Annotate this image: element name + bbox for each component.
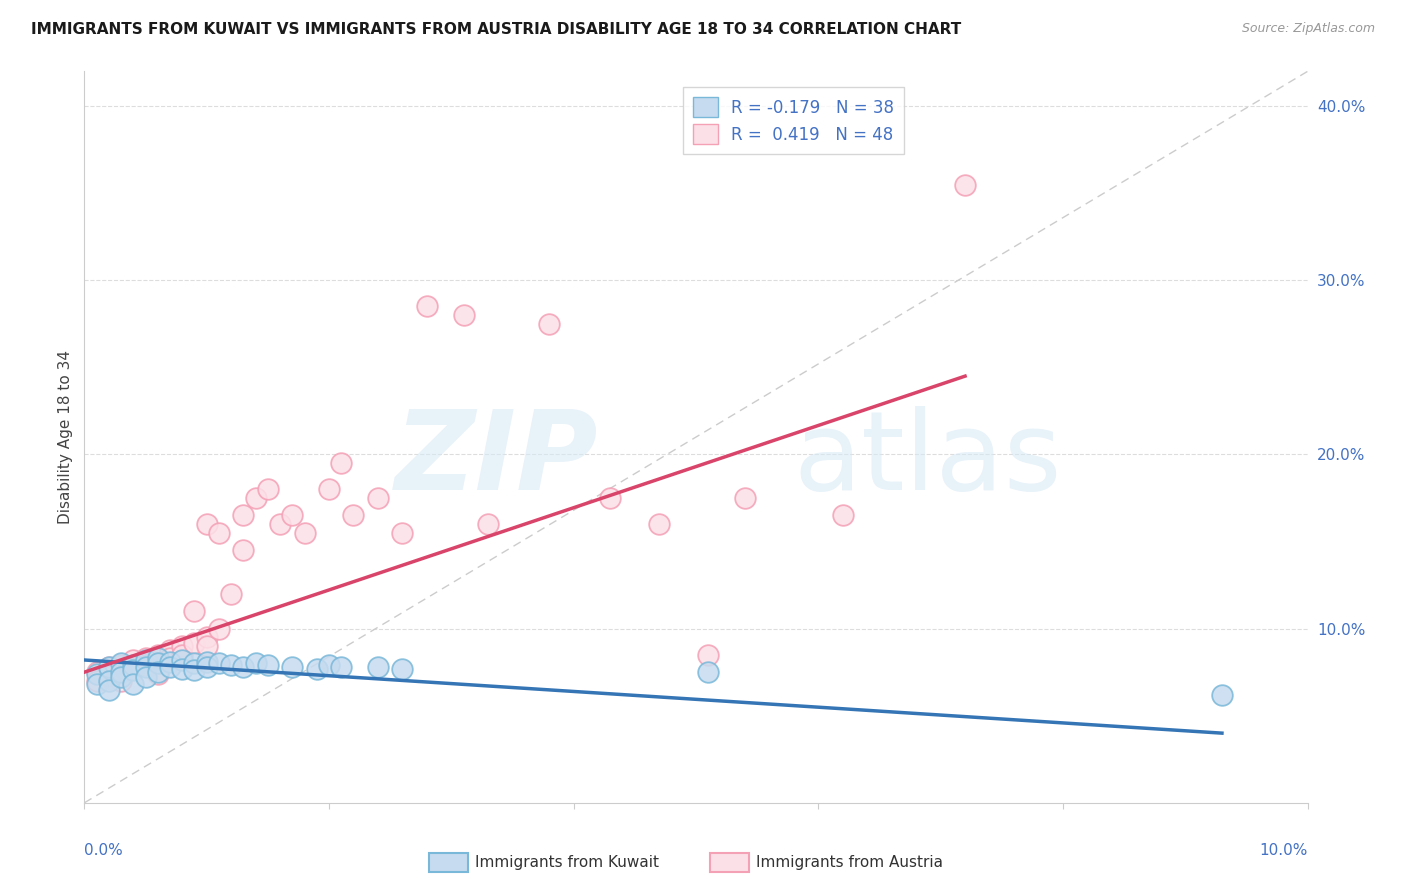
Point xyxy=(146,667,169,681)
Point xyxy=(219,587,242,601)
Point xyxy=(195,655,218,669)
Point xyxy=(146,648,169,662)
Point xyxy=(477,517,499,532)
Point xyxy=(318,658,340,673)
Point xyxy=(110,664,132,678)
Point xyxy=(330,660,353,674)
Point xyxy=(97,682,120,697)
Point xyxy=(86,677,108,691)
Point xyxy=(294,525,316,540)
Point xyxy=(122,677,145,691)
Point xyxy=(195,660,218,674)
Point xyxy=(953,178,976,192)
Point xyxy=(159,655,181,669)
Point xyxy=(245,491,267,505)
Point xyxy=(1211,688,1233,702)
Text: Immigrants from Austria: Immigrants from Austria xyxy=(756,855,943,870)
Point xyxy=(257,658,280,673)
Point xyxy=(416,300,439,314)
Point xyxy=(146,651,169,665)
Point xyxy=(208,657,231,671)
Point xyxy=(135,651,157,665)
Point xyxy=(367,491,389,505)
Point xyxy=(159,651,181,665)
Point xyxy=(342,508,364,523)
Point xyxy=(122,662,145,676)
Point xyxy=(734,491,756,505)
Point xyxy=(110,657,132,671)
Point xyxy=(453,308,475,322)
Point xyxy=(305,662,328,676)
Point xyxy=(86,673,108,688)
Point xyxy=(232,660,254,674)
Point xyxy=(245,657,267,671)
Point xyxy=(538,317,561,331)
Point xyxy=(172,662,194,676)
Point xyxy=(391,525,413,540)
Point xyxy=(159,642,181,657)
Point xyxy=(208,622,231,636)
Point xyxy=(697,665,720,680)
Point xyxy=(232,508,254,523)
Text: 10.0%: 10.0% xyxy=(1260,843,1308,858)
Point xyxy=(219,658,242,673)
Point xyxy=(135,660,157,674)
Point xyxy=(172,639,194,653)
Point xyxy=(183,657,205,671)
Point xyxy=(159,660,181,674)
Point xyxy=(257,483,280,497)
Text: IMMIGRANTS FROM KUWAIT VS IMMIGRANTS FROM AUSTRIA DISABILITY AGE 18 TO 34 CORREL: IMMIGRANTS FROM KUWAIT VS IMMIGRANTS FRO… xyxy=(31,22,962,37)
Point xyxy=(183,635,205,649)
Point xyxy=(122,658,145,673)
Point xyxy=(122,653,145,667)
Point xyxy=(172,648,194,662)
Point xyxy=(97,660,120,674)
Point xyxy=(97,660,120,674)
Point xyxy=(281,508,304,523)
Point xyxy=(318,483,340,497)
Point xyxy=(146,657,169,671)
Point xyxy=(97,673,120,688)
Point xyxy=(110,665,132,680)
Y-axis label: Disability Age 18 to 34: Disability Age 18 to 34 xyxy=(58,350,73,524)
Point xyxy=(208,525,231,540)
Point xyxy=(135,653,157,667)
Point xyxy=(110,670,132,684)
Point xyxy=(146,657,169,671)
Point xyxy=(281,660,304,674)
Point xyxy=(86,667,108,681)
Point xyxy=(195,517,218,532)
Point xyxy=(146,665,169,680)
Point xyxy=(831,508,853,523)
Point xyxy=(97,668,120,682)
Point xyxy=(135,658,157,673)
Point xyxy=(599,491,621,505)
Point xyxy=(330,456,353,470)
Text: atlas: atlas xyxy=(794,406,1063,513)
Point xyxy=(122,664,145,678)
Point xyxy=(172,653,194,667)
Point xyxy=(269,517,291,532)
Point xyxy=(648,517,671,532)
Point xyxy=(183,604,205,618)
Text: Immigrants from Kuwait: Immigrants from Kuwait xyxy=(475,855,659,870)
Text: 0.0%: 0.0% xyxy=(84,843,124,858)
Point xyxy=(110,673,132,688)
Point xyxy=(195,631,218,645)
Text: Source: ZipAtlas.com: Source: ZipAtlas.com xyxy=(1241,22,1375,36)
Point xyxy=(697,648,720,662)
Legend: R = -0.179   N = 38, R =  0.419   N = 48: R = -0.179 N = 38, R = 0.419 N = 48 xyxy=(683,87,904,154)
Point xyxy=(110,658,132,673)
Point xyxy=(367,660,389,674)
Point xyxy=(86,665,108,680)
Point xyxy=(183,664,205,678)
Point xyxy=(195,639,218,653)
Text: ZIP: ZIP xyxy=(395,406,598,513)
Point xyxy=(135,670,157,684)
Point xyxy=(391,662,413,676)
Point xyxy=(232,543,254,558)
